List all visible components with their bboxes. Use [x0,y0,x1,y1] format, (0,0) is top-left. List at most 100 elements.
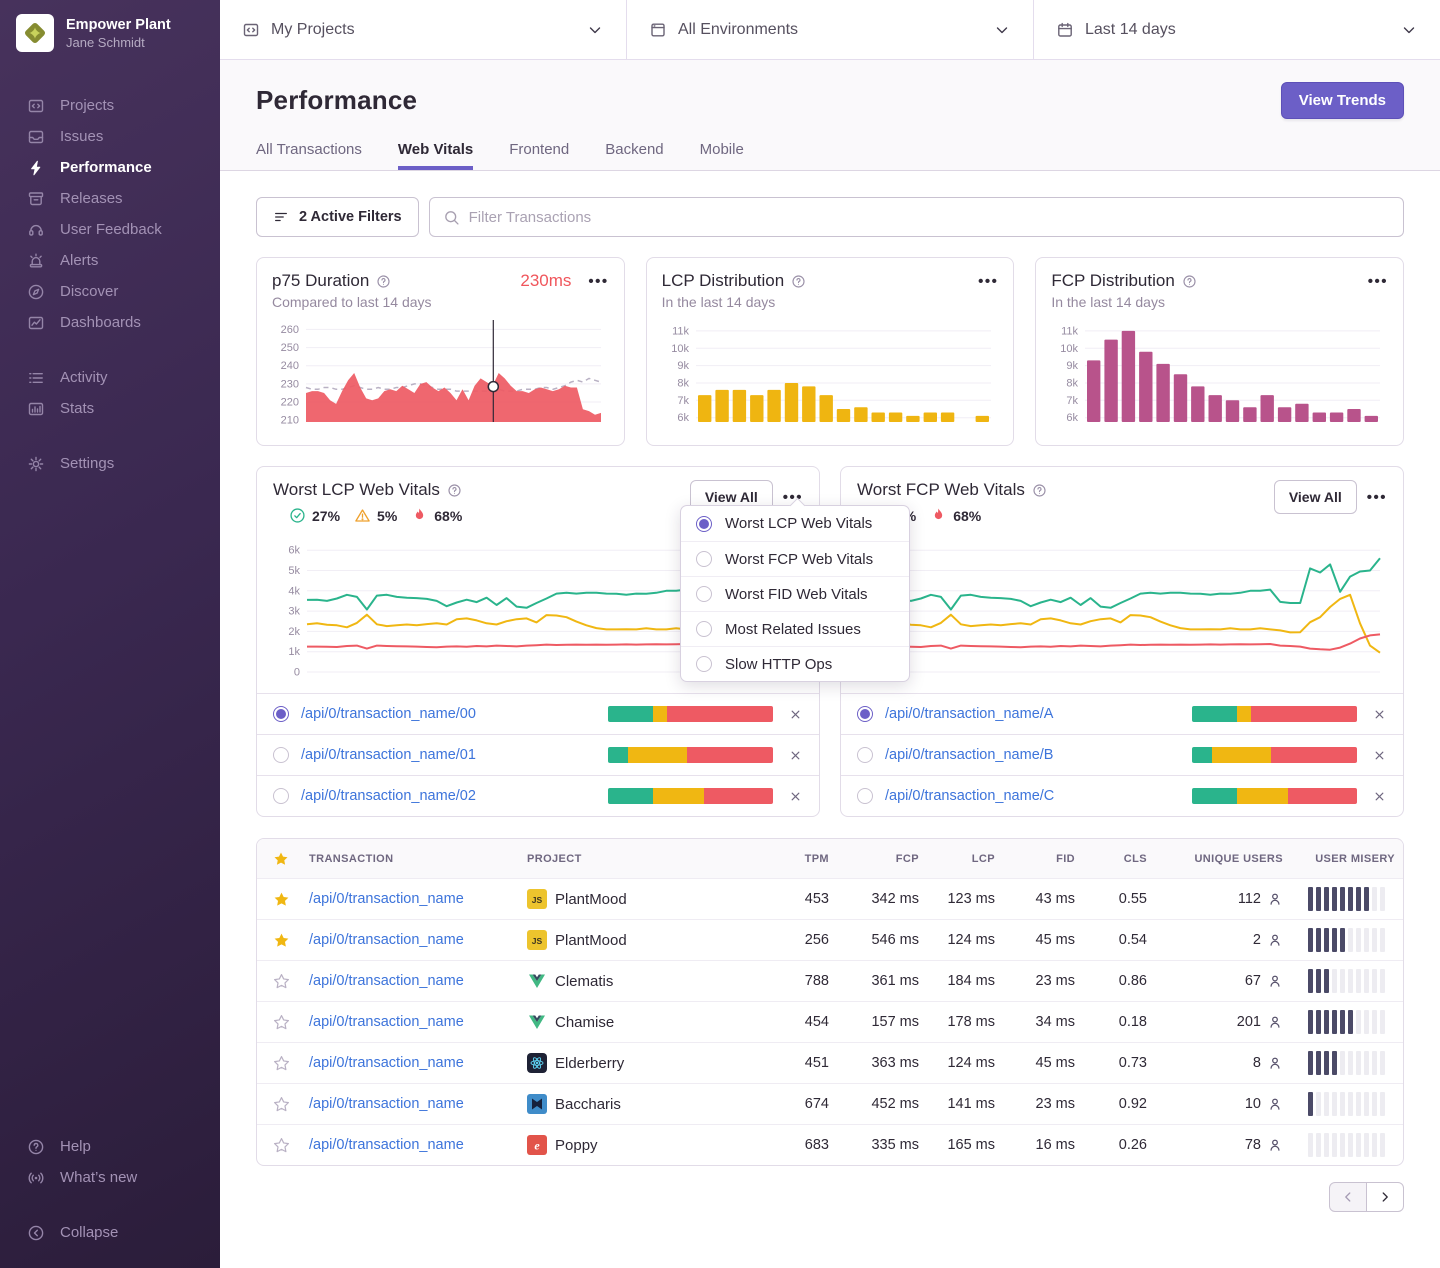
cell-transaction: /api/0/transaction_name [301,1083,519,1124]
cell-fid: 34 ms [1003,1001,1083,1042]
card-menu-button[interactable]: ••• [978,274,998,289]
column-header-transaction: Transaction [301,839,519,878]
cell-lcp: 123 ms [927,878,1003,919]
tab-mobile[interactable]: Mobile [700,141,744,170]
selector-all-environments[interactable]: All Environments [626,0,1033,59]
view-all-button[interactable]: View All [1274,480,1357,514]
transaction-radio[interactable] [857,788,873,804]
transaction-link[interactable]: /api/0/transaction_name/B [885,747,1053,763]
transaction-link[interactable]: /api/0/transaction_name [309,1096,464,1112]
sidebar-item-help[interactable]: Help [0,1131,220,1162]
transaction-link[interactable]: /api/0/transaction_name [309,891,464,907]
close-icon[interactable] [1372,748,1387,763]
cell-fid: 43 ms [1003,878,1083,919]
cell-user-misery [1291,1124,1403,1165]
transaction-link[interactable]: /api/0/transaction_name [309,1137,464,1153]
transaction-link[interactable]: /api/0/transaction_name/00 [301,706,476,722]
dropdown-option-worst-lcp-web-vitals[interactable]: Worst LCP Web Vitals [681,506,909,541]
vitals-transaction-row: /api/0/transaction_name/C [841,775,1403,816]
row-star-toggle[interactable] [257,1124,301,1165]
cell-cls: 0.55 [1083,878,1155,919]
svg-text:4k: 4k [288,585,300,597]
transaction-link[interactable]: /api/0/transaction_name/01 [301,747,476,763]
card-menu-button[interactable]: ••• [1367,490,1387,505]
close-icon [788,707,803,722]
transaction-link[interactable]: /api/0/transaction_name/A [885,706,1053,722]
card-menu-button[interactable]: ••• [588,274,608,289]
transaction-radio[interactable] [857,747,873,763]
column-header-star[interactable] [257,839,301,878]
close-icon[interactable] [788,789,803,804]
cell-transaction: /api/0/transaction_name [301,919,519,960]
transaction-link[interactable]: /api/0/transaction_name/C [885,788,1054,804]
vitals-transaction-row: /api/0/transaction_name/A [841,693,1403,734]
transaction-radio[interactable] [273,747,289,763]
sidebar-item-activity[interactable]: Activity [0,362,220,393]
cell-fcp: 342 ms [837,878,927,919]
pagination-next-button[interactable] [1366,1182,1404,1212]
sidebar: Empower Plant Jane Schmidt ProjectsIssue… [0,0,220,1268]
transaction-link[interactable]: /api/0/transaction_name [309,1014,464,1030]
view-trends-button[interactable]: View Trends [1281,82,1404,119]
dropdown-option-slow-http-ops[interactable]: Slow HTTP Ops [681,646,909,681]
svg-text:3k: 3k [288,606,300,618]
org-switcher[interactable]: Empower Plant Jane Schmidt [0,14,220,52]
user-misery-bar [1299,969,1395,993]
selector-last-14-days[interactable]: Last 14 days [1033,0,1440,59]
dropdown-option-label: Worst FID Web Vitals [725,586,868,603]
sidebar-item-stats[interactable]: Stats [0,393,220,424]
dropdown-option-most-related-issues[interactable]: Most Related Issues [681,611,909,646]
tab-all-transactions[interactable]: All Transactions [256,141,362,170]
user-misery-bar [1299,928,1395,952]
sidebar-item-issues[interactable]: Issues [0,121,220,152]
active-filters-button[interactable]: 2 Active Filters [256,197,419,237]
sidebar-item-releases[interactable]: Releases [0,183,220,214]
selector-my-projects[interactable]: My Projects [220,0,626,59]
sidebar-item-alerts[interactable]: Alerts [0,245,220,276]
transaction-radio[interactable] [857,706,873,722]
sidebar-item-settings[interactable]: Settings [0,448,220,479]
column-header-fid: FID [1003,839,1083,878]
search-input[interactable] [469,209,1390,226]
transaction-link[interactable]: /api/0/transaction_name [309,932,464,948]
row-star-toggle[interactable] [257,1083,301,1124]
topbar: My ProjectsAll EnvironmentsLast 14 days [220,0,1440,60]
close-icon[interactable] [1372,707,1387,722]
summary-cards: p75 Duration 230ms ••• Compared to last … [256,257,1404,446]
sidebar-item-user-feedback[interactable]: User Feedback [0,214,220,245]
close-icon[interactable] [788,748,803,763]
stat-meh: 5% [377,508,397,524]
sidebar-item-projects[interactable]: Projects [0,90,220,121]
platform-js-icon: JS [527,930,547,950]
tab-web-vitals[interactable]: Web Vitals [398,141,473,170]
row-star-toggle[interactable] [257,1042,301,1083]
transaction-radio[interactable] [273,706,289,722]
tab-frontend[interactable]: Frontend [509,141,569,170]
card-menu-button[interactable]: ••• [1368,274,1388,289]
pagination-prev-button[interactable] [1329,1182,1367,1212]
tab-backend[interactable]: Backend [605,141,663,170]
sidebar-item-performance[interactable]: Performance [0,152,220,183]
sidebar-item-discover[interactable]: Discover [0,276,220,307]
sidebar-item-dashboards[interactable]: Dashboards [0,307,220,338]
cell-user-misery [1291,1001,1403,1042]
transaction-link[interactable]: /api/0/transaction_name [309,1055,464,1071]
svg-text:240: 240 [281,360,299,372]
sidebar-collapse-button[interactable]: Collapse [0,1217,220,1248]
star-outline-icon [273,1055,290,1072]
dropdown-option-worst-fid-web-vitals[interactable]: Worst FID Web Vitals [681,576,909,611]
transaction-radio[interactable] [273,788,289,804]
dropdown-option-worst-fcp-web-vitals[interactable]: Worst FCP Web Vitals [681,541,909,576]
card-title: FCP Distribution [1051,271,1174,291]
transaction-link[interactable]: /api/0/transaction_name [309,973,464,989]
row-star-toggle[interactable] [257,1001,301,1042]
row-star-toggle[interactable] [257,878,301,919]
row-star-toggle[interactable] [257,960,301,1001]
row-star-toggle[interactable] [257,919,301,960]
close-icon[interactable] [788,707,803,722]
close-icon[interactable] [1372,789,1387,804]
whatsnew-icon [27,1169,45,1187]
vitals-distribution-bar [608,706,773,722]
transaction-link[interactable]: /api/0/transaction_name/02 [301,788,476,804]
sidebar-item-what-s-new[interactable]: What’s new [0,1162,220,1193]
